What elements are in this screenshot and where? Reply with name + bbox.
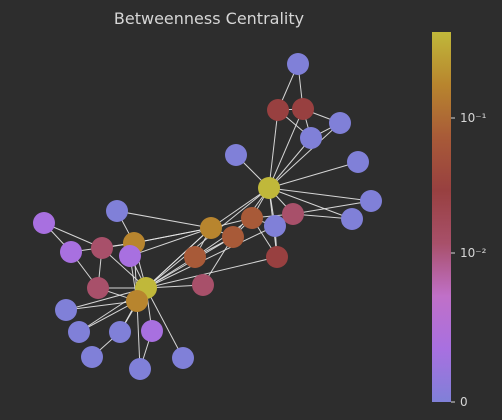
graph-edge [268, 187, 353, 220]
graph-edge [292, 200, 372, 215]
graph-edge [129, 227, 212, 257]
graph-node [184, 246, 206, 268]
graph-edge [268, 109, 279, 189]
graph-node [33, 212, 55, 234]
graph-edge [145, 256, 278, 289]
colorbar-tick-label: 10⁻¹ [460, 111, 487, 125]
graph-edge [268, 108, 304, 189]
graph-node [267, 99, 289, 121]
graph-node [360, 190, 382, 212]
graph-node [282, 203, 304, 225]
graph-edge [268, 122, 341, 189]
graph-edge [145, 287, 184, 359]
graph-node [258, 177, 280, 199]
graph-node [60, 241, 82, 263]
graph-edge [210, 187, 270, 229]
graph-edge [136, 300, 141, 370]
graph-node [129, 358, 151, 380]
graph-node [55, 299, 77, 321]
graph-node [347, 151, 369, 173]
colorbar-gradient [432, 32, 451, 402]
graph-node [81, 346, 103, 368]
graph-edge [133, 227, 212, 244]
colorbar-tick-label: 0 [460, 395, 468, 409]
graph-edge [145, 225, 276, 289]
graph-node [341, 208, 363, 230]
graph-node [109, 321, 131, 343]
graph-node [287, 53, 309, 75]
graph-node [126, 290, 148, 312]
graph-node [87, 277, 109, 299]
graph-node [222, 226, 244, 248]
graph-node [292, 98, 314, 120]
graph-edges [43, 63, 372, 370]
graph-node [68, 321, 90, 343]
graph-nodes [33, 53, 382, 380]
graph-node [141, 320, 163, 342]
graph-node [300, 127, 322, 149]
graph-node [225, 144, 247, 166]
colorbar: 10⁻¹ 10⁻² 0 [432, 32, 487, 409]
colorbar-tick-label: 10⁻² [460, 246, 487, 260]
graph-node [119, 245, 141, 267]
graph-edge [65, 300, 138, 311]
colorbar-ticks: 10⁻¹ 10⁻² 0 [451, 111, 487, 409]
graph-node [91, 237, 113, 259]
graph-node [106, 200, 128, 222]
graph-node [266, 246, 288, 268]
graph-node [264, 215, 286, 237]
graph-edge [268, 187, 372, 202]
graph-node [192, 274, 214, 296]
chart-title: Betweenness Centrality [114, 9, 304, 28]
graph-node [200, 217, 222, 239]
graph-edge [116, 210, 212, 229]
graph-node [172, 347, 194, 369]
graph-node [241, 207, 263, 229]
graph-edge [145, 227, 212, 289]
graph-node [329, 112, 351, 134]
graph-edge [268, 161, 359, 189]
